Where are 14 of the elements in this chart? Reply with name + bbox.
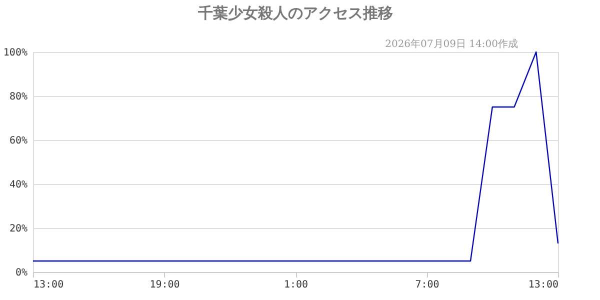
line-series — [32, 51, 559, 262]
x-tick-label: 13:00 — [34, 280, 64, 290]
x-tick-label: 1:00 — [284, 280, 308, 290]
x-tick-label: 19:00 — [150, 280, 180, 290]
chart-subtitle: 2026年07月09日 14:00作成 — [385, 38, 518, 50]
y-tick-label: 80% — [9, 92, 28, 102]
x-tick-label: 13:00 — [528, 280, 558, 290]
y-tick-label: 20% — [9, 224, 28, 234]
y-tick-label: 60% — [9, 136, 28, 146]
y-tick-label: 40% — [9, 180, 28, 190]
x-tick-label: 7:00 — [415, 280, 440, 290]
y-tick-label: 100% — [3, 48, 28, 58]
y-tick-label: 0% — [15, 268, 28, 278]
chart-title: 千葉少女殺人のアクセス推移 — [197, 4, 393, 22]
